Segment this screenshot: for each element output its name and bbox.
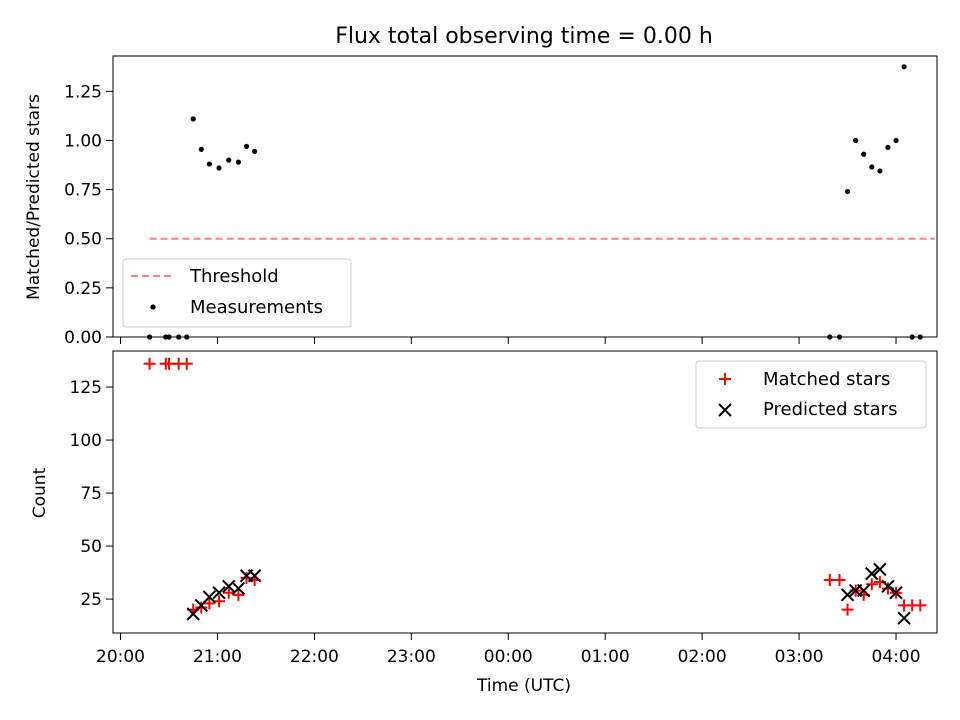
- measurement-point: [190, 116, 196, 122]
- matched-star-point: [222, 586, 235, 599]
- bottom-y-axis-label: Count: [30, 467, 50, 518]
- bottom-x-tick-label: 01:00: [581, 647, 630, 667]
- bottom-legend-box: [695, 360, 927, 429]
- top-y-tick-label: 0.50: [64, 230, 102, 250]
- matched-star-point: [203, 597, 216, 610]
- matched-star-point: [195, 601, 208, 614]
- measurement-point: [216, 165, 222, 171]
- predicted-star-point: [202, 590, 217, 604]
- matched-legend-swatch: [719, 373, 731, 385]
- bottom-x-tick-label: 02:00: [678, 647, 727, 667]
- top-plot-frame: [112, 55, 938, 338]
- threshold-legend-label: Threshold: [189, 266, 279, 287]
- top-legend-box: [122, 258, 352, 328]
- bottom-x-tick-label: 00:00: [484, 647, 533, 667]
- bottom-y-tick-label: 100: [70, 431, 102, 451]
- top-y-tick-label: 0.25: [64, 279, 102, 299]
- measurement-point: [206, 161, 212, 167]
- bottom-y-tick-label: 25: [80, 590, 102, 610]
- matched-star-point: [841, 603, 854, 616]
- matched-star-point: [914, 599, 927, 612]
- bottom-x-tick-label: 04:00: [872, 647, 921, 667]
- bottom-axes: 20:00 21:00 22:00 23:00 00:00 01:00 02:00 03:00…: [70, 378, 921, 667]
- matched-star-point: [180, 357, 193, 370]
- measurement-point: [869, 164, 875, 170]
- measurement-point: [198, 146, 204, 152]
- measurements-legend-swatch: [150, 304, 156, 310]
- bottom-y-tick-label: 125: [70, 378, 102, 398]
- predicted-star-point: [247, 569, 262, 583]
- measurement-point: [243, 143, 250, 149]
- bottom-legend: Matched stars Predicted stars: [695, 360, 927, 429]
- matched-star-point: [865, 578, 878, 591]
- chart-title: Flux total observing time = 0.00 h: [335, 24, 713, 49]
- matched-star-point: [232, 588, 245, 601]
- measurements-legend-label: Measurements: [190, 297, 323, 318]
- predicted-star-point: [889, 586, 903, 600]
- measurement-point: [252, 148, 258, 154]
- top-y-axis-label: Matched/Predicted stars: [24, 94, 44, 300]
- measurement-point: [901, 64, 907, 70]
- bottom-y-tick-label: 75: [80, 484, 102, 504]
- predicted-legend-swatch: [718, 403, 732, 417]
- top-axes: 0.00 0.25 0.50 0.75 1.00 1.25: [64, 82, 897, 348]
- bottom-x-tick-label: 20:00: [96, 647, 145, 667]
- measurement-point: [861, 151, 867, 157]
- matched-star-point: [240, 571, 253, 584]
- predicted-star-point: [873, 562, 887, 577]
- predicted-legend-label: Predicted stars: [763, 399, 897, 420]
- predicted-star-point: [231, 581, 246, 596]
- ratio-panel: Flux total observing time = 0.00 h Match…: [24, 24, 938, 348]
- bottom-x-axis-label: Time (UTC): [476, 676, 571, 696]
- top-legend: Threshold Measurements: [122, 258, 352, 328]
- top-y-tick-label: 0.00: [64, 328, 102, 348]
- top-y-tick-label: 1.25: [64, 82, 102, 102]
- predicted-star-point: [881, 579, 895, 594]
- bottom-x-tick-label: 03:00: [775, 647, 824, 667]
- measurement-point: [844, 188, 851, 195]
- matched-star-point: [833, 573, 846, 586]
- matched-star-point: [143, 357, 156, 370]
- matched-legend-label: Matched stars: [763, 369, 890, 390]
- measurement-point: [877, 168, 883, 174]
- measurement-point: [235, 159, 242, 165]
- matched-star-point: [213, 595, 226, 608]
- bottom-x-tick-label: 21:00: [193, 647, 242, 667]
- bottom-plot-marks: [143, 357, 927, 625]
- predicted-star-point: [857, 583, 871, 598]
- bottom-y-tick-label: 50: [80, 537, 102, 557]
- count-panel: Count Time (UTC) 20:00 21:00 22:00 23:00 00:…: [30, 350, 938, 696]
- bottom-plot-frame: [112, 350, 938, 634]
- measurement-point: [853, 137, 859, 144]
- predicted-star-point: [897, 611, 911, 625]
- top-y-tick-label: 1.00: [64, 131, 102, 151]
- measurement-point: [885, 144, 891, 150]
- bottom-x-tick-label: 23:00: [387, 647, 436, 667]
- bottom-x-tick-label: 22:00: [290, 647, 339, 667]
- predicted-star-point: [212, 586, 226, 600]
- top-y-tick-label: 0.75: [64, 181, 102, 201]
- measurement-point: [226, 157, 232, 163]
- measurement-point: [893, 137, 899, 144]
- predicted-star-point: [840, 588, 855, 602]
- predicted-star-point: [865, 566, 879, 581]
